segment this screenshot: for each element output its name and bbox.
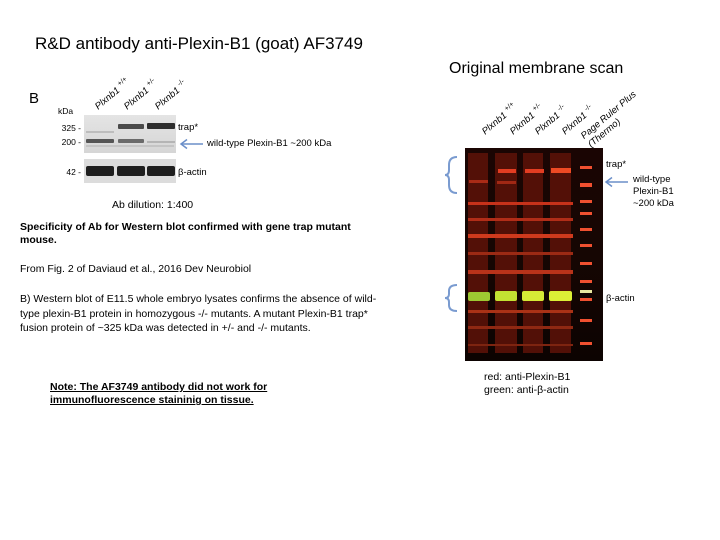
antibody-dilution: Ab dilution: 1:400 (112, 199, 194, 211)
mw-marker-325: 325 - (61, 123, 81, 133)
beta-actin-label: β-actin (178, 167, 207, 178)
legend-green: green: anti-β-actin (484, 384, 569, 396)
blot-description: B) Western blot of E11.5 whole embryo ly… (20, 293, 377, 334)
mw-marker-42: 42 - (66, 167, 81, 177)
scan-trap-label: trap* (606, 159, 627, 170)
scan-ladder-label: Page Ruler Plus (Thermo) (578, 89, 639, 150)
trap-label: trap* (178, 122, 199, 133)
scan-legend: red: anti-Plexin-B1 green: anti-β-actin (484, 371, 570, 397)
scan-beta-actin-label: β-actin (606, 293, 635, 304)
panel-letter: B (29, 90, 40, 107)
legend-red: red: anti-Plexin-B1 (484, 371, 571, 383)
specificity-heading: Specificity of Ab for Western blot confi… (20, 221, 351, 246)
membrane-scan-image (465, 148, 603, 361)
actin-bracket-icon (444, 284, 458, 312)
membrane-scan-title: Original membrane scan (449, 60, 624, 77)
source-citation: From Fig. 2 of Daviaud et al., 2016 Dev … (20, 263, 252, 275)
mw-marker-200: 200 - (61, 137, 81, 147)
wild-type-arrow-icon (179, 138, 203, 150)
scan-wild-type-arrow-icon (604, 176, 628, 188)
wild-type-label: wild-type Plexin-B1 ~200 kDa (207, 138, 332, 149)
western-blot-image (84, 115, 176, 183)
page-title: R&D antibody anti-Plexin-B1 (goat) AF374… (35, 34, 363, 53)
trap-bracket-icon (444, 156, 458, 194)
kda-label: kDa (58, 106, 74, 116)
immunofluorescence-note: Note: The AF3749 antibody did not work f… (50, 381, 268, 406)
scan-wild-type-label: wild-type Plexin-B1 ~200 kDa (633, 174, 674, 209)
